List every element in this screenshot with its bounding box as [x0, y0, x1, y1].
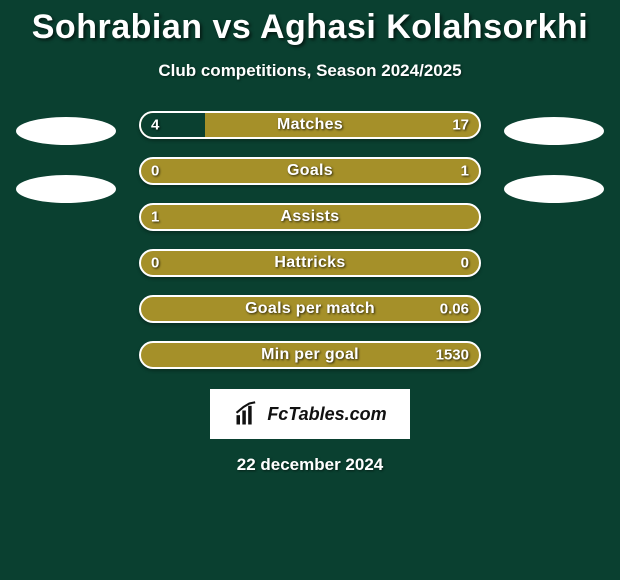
- stat-bar: Matches417: [139, 111, 481, 139]
- stat-value-left: 0: [151, 255, 159, 272]
- stat-bar: Min per goal1530: [139, 341, 481, 369]
- bars-column: Matches417Goals01Assists1Hattricks00Goal…: [139, 111, 481, 369]
- player-logo-placeholder: [504, 175, 604, 203]
- stat-value-right: 1: [461, 163, 469, 180]
- player-logo-placeholder: [16, 175, 116, 203]
- stat-label: Assists: [141, 208, 479, 226]
- logo-text: FcTables.com: [267, 404, 386, 425]
- left-player-col: [11, 111, 121, 369]
- chart-icon: [233, 400, 261, 428]
- stat-label: Hattricks: [141, 254, 479, 272]
- chart-container: Sohrabian vs Aghasi Kolahsorkhi Club com…: [0, 0, 620, 475]
- right-player-col: [499, 111, 609, 369]
- stat-value-left: 0: [151, 163, 159, 180]
- stats-area: Matches417Goals01Assists1Hattricks00Goal…: [0, 111, 620, 369]
- stat-value-right: 0: [461, 255, 469, 272]
- stat-bar: Hattricks0 0: [139, 249, 481, 277]
- subtitle: Club competitions, Season 2024/2025: [158, 61, 461, 81]
- date-label: 22 december 2024: [237, 455, 384, 475]
- stat-bar: Assists1: [139, 203, 481, 231]
- stat-bar: Goals0 1: [139, 157, 481, 185]
- player-logo-placeholder: [16, 117, 116, 145]
- stat-label: Goals: [141, 162, 479, 180]
- player-logo-placeholder: [504, 117, 604, 145]
- stat-value-right: 0.06: [440, 301, 469, 318]
- stat-label: Min per goal: [141, 346, 479, 364]
- page-title: Sohrabian vs Aghasi Kolahsorkhi: [32, 8, 588, 47]
- stat-value-right: 17: [452, 117, 469, 134]
- fctables-logo[interactable]: FcTables.com: [210, 389, 410, 439]
- stat-label: Goals per match: [141, 300, 479, 318]
- stat-value-left: 1: [151, 209, 159, 226]
- stat-value-right: 1530: [436, 347, 469, 364]
- stat-bar: Goals per match0.06: [139, 295, 481, 323]
